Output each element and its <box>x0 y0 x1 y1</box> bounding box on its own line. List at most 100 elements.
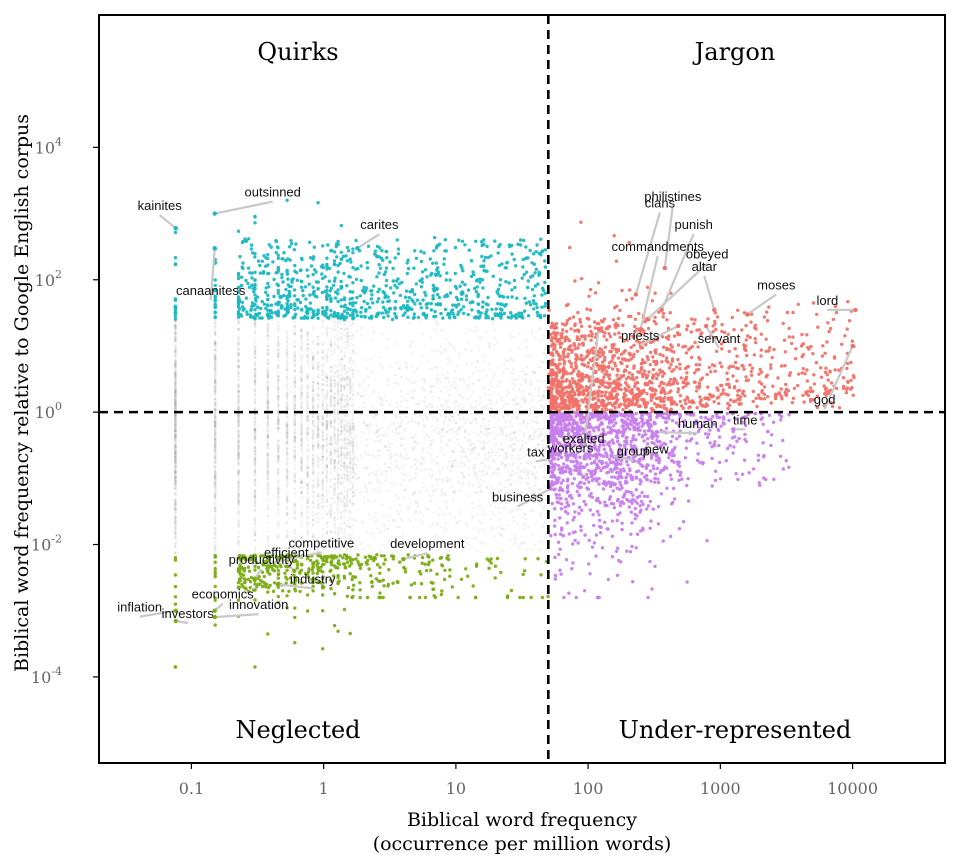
scatter-point-neglected-1960 <box>293 615 297 620</box>
scatter-point-background-472 <box>174 469 177 473</box>
scatter-point-background-4195 <box>437 396 441 400</box>
scatter-point-quirks-1971 <box>293 307 297 312</box>
scatter-point-background-3932 <box>343 490 347 493</box>
scatter-point-background-988 <box>237 497 240 501</box>
scatter-point-background-3201 <box>343 453 346 457</box>
scatter-point-jargon-4304 <box>620 288 624 293</box>
scatter-point-background-437 <box>174 399 177 403</box>
scatter-point-background-3412 <box>348 357 352 361</box>
scatter-point-background-173 <box>174 384 177 388</box>
scatter-point-background-4908 <box>401 519 405 522</box>
scatter-point-under-4334 <box>577 505 582 509</box>
scatter-point-background-372 <box>174 372 177 376</box>
scatter-point-background-2506 <box>316 461 320 464</box>
scatter-point-background-2255 <box>306 331 309 335</box>
scatter-point-background-3149 <box>340 419 343 423</box>
scatter-point-background-156 <box>174 500 177 504</box>
scatter-point-background-797 <box>213 331 217 335</box>
scatter-point-background-3370 <box>348 334 352 338</box>
scatter-point-background-3067 <box>340 464 343 468</box>
scatter-point-background-27 <box>174 399 177 403</box>
scatter-point-background-3879 <box>516 377 520 381</box>
scatter-point-background-3244 <box>343 405 346 408</box>
scatter-point-background-625 <box>213 532 217 535</box>
scatter-point-background-1481 <box>266 466 270 469</box>
scatter-point-background-2087 <box>300 426 303 430</box>
scatter-point-background-4270 <box>289 390 293 394</box>
scatter-point-background-3889 <box>353 471 357 475</box>
scatter-point-background-3931 <box>542 390 546 394</box>
scatter-point-background-2932 <box>333 392 336 396</box>
scatter-point-background-4697 <box>312 491 316 494</box>
scatter-point-background-354 <box>174 504 177 507</box>
scatter-point-background-573 <box>213 415 217 419</box>
scatter-point-background-4338 <box>510 474 513 478</box>
scatter-point-background-386 <box>174 481 177 485</box>
scatter-point-background-31 <box>174 390 177 394</box>
scatter-point-background-3 <box>174 502 177 506</box>
scatter-point-background-4910 <box>434 366 438 369</box>
scatter-point-background-169 <box>174 502 177 506</box>
scatter-point-background-3413 <box>348 377 352 380</box>
scatter-point-background-3113 <box>340 515 343 519</box>
scatter-point-background-779 <box>213 530 217 533</box>
scatter-point-background-4279 <box>449 469 453 473</box>
scatter-point-background-1292 <box>253 437 257 441</box>
scatter-point-background-3848 <box>515 417 519 420</box>
scatter-point-background-876 <box>237 503 240 507</box>
scatter-point-background-3723 <box>442 467 445 470</box>
scatter-point-background-843 <box>237 452 240 456</box>
scatter-point-background-1739 <box>285 380 289 383</box>
scatter-point-background-654 <box>213 359 217 363</box>
scatter-point-background-4594 <box>316 351 319 354</box>
scatter-point-background-331 <box>174 359 177 363</box>
scatter-point-background-1395 <box>266 427 270 430</box>
scatter-point-background-2437 <box>316 376 320 379</box>
scatter-point-background-657 <box>213 325 217 329</box>
scatter-point-under-4850 <box>631 493 635 497</box>
scatter-point-background-4591 <box>535 471 538 474</box>
scatter-point-background-2900 <box>333 482 336 486</box>
scatter-point-background-3980 <box>473 463 477 466</box>
scatter-point-background-3548 <box>410 390 413 394</box>
scatter-point-background-1034 <box>237 404 240 407</box>
scatter-point-background-4434 <box>496 467 499 471</box>
scatter-point-background-546 <box>213 445 217 449</box>
scatter-point-background-4413 <box>333 511 337 515</box>
scatter-point-background-3008 <box>336 416 340 420</box>
scatter-point-background-4965 <box>532 434 536 437</box>
scatter-point-background-521 <box>213 496 217 500</box>
scatter-point-background-4152 <box>394 381 397 385</box>
scatter-point-background-4313 <box>452 380 456 384</box>
scatter-point-background-3997 <box>341 430 344 434</box>
scatter-point-background-1944 <box>293 368 297 372</box>
scatter-point-background-2651 <box>325 333 329 336</box>
scatter-point-background-357 <box>174 536 177 539</box>
scatter-point-background-491 <box>213 456 217 459</box>
scatter-point-background-3313 <box>346 430 349 434</box>
scatter-point-background-4407 <box>513 335 516 339</box>
scatter-point-under-3526 <box>646 595 650 600</box>
scatter-point-background-412 <box>174 415 177 419</box>
scatter-point-background-429 <box>174 468 177 471</box>
scatter-point-background-3388 <box>348 342 352 345</box>
scatter-point-background-387 <box>174 510 177 514</box>
scatter-point-background-25 <box>174 448 177 451</box>
scatter-point-background-391 <box>174 407 177 411</box>
scatter-point-background-1387 <box>266 345 270 348</box>
scatter-point-background-1122 <box>253 424 257 428</box>
scatter-point-background-282 <box>174 364 177 367</box>
scatter-point-background-4829 <box>408 345 412 349</box>
scatter-point-background-4778 <box>500 442 504 446</box>
scatter-point-background-3155 <box>340 425 343 429</box>
scatter-point-background-2577 <box>321 372 325 376</box>
scatter-point-quirks-2673 <box>325 256 329 260</box>
scatter-point-background-3712 <box>327 511 331 514</box>
scatter-point-background-172 <box>174 497 177 501</box>
scatter-point-background-2249 <box>306 501 309 504</box>
scatter-point-background-4550 <box>477 481 480 485</box>
scatter-point-background-3272 <box>346 371 349 375</box>
scatter-point-neglected-765 <box>213 623 217 627</box>
scatter-point-background-1621 <box>277 520 280 523</box>
scatter-point-background-3871 <box>511 516 515 519</box>
